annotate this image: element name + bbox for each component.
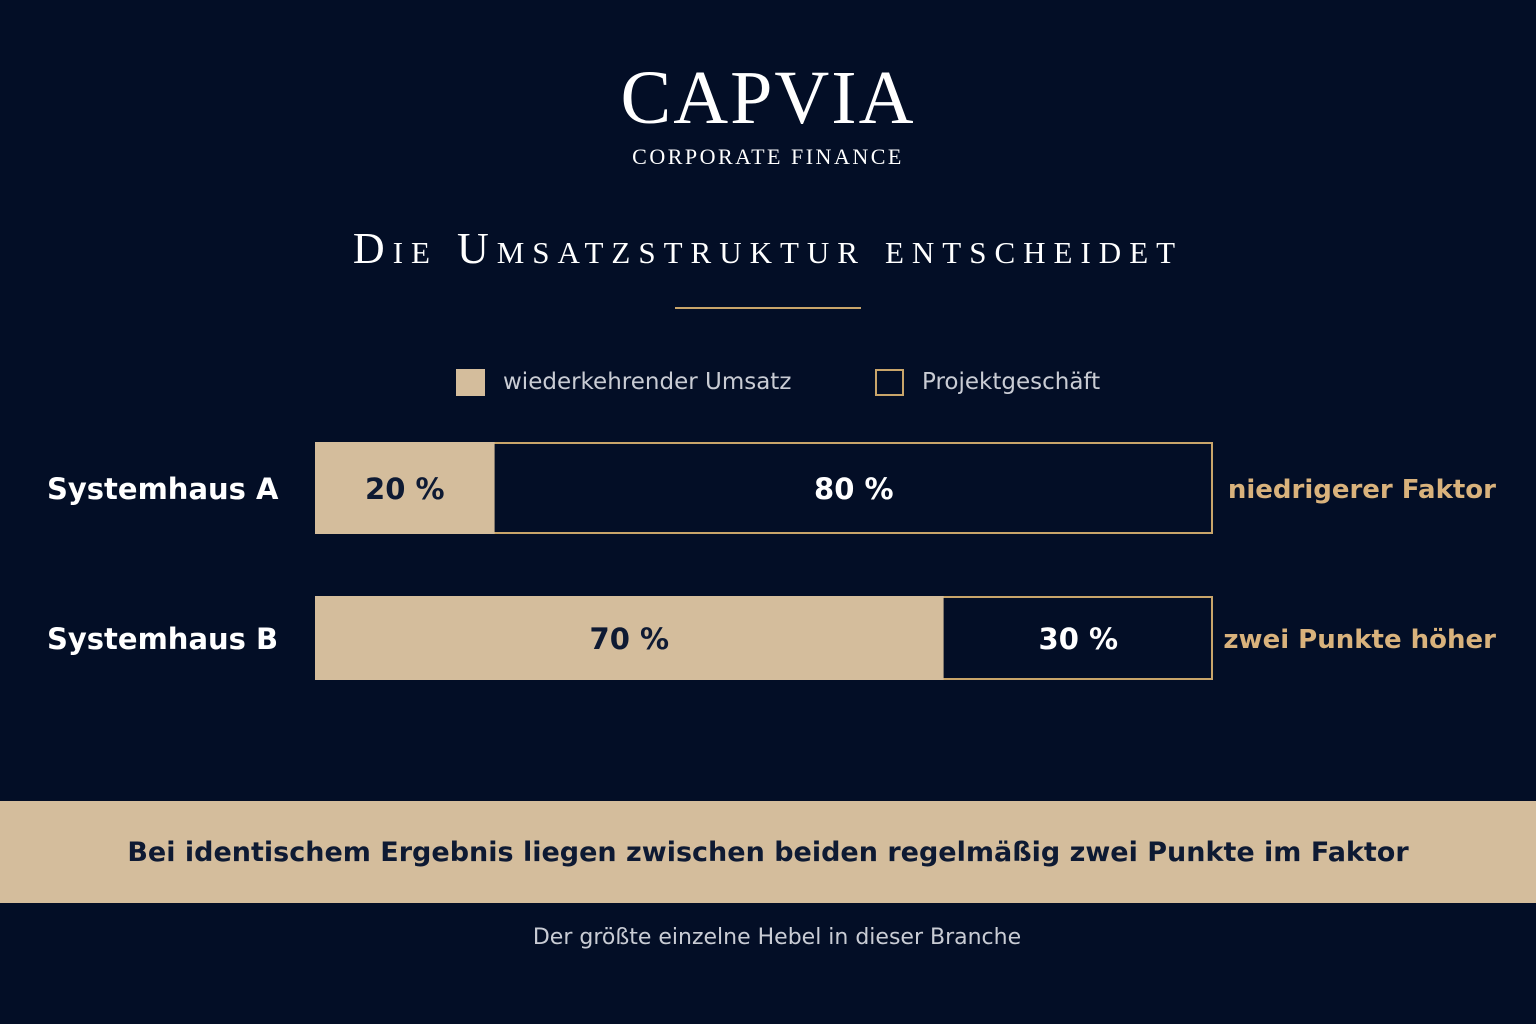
- category-label-b: Systemhaus B: [47, 622, 278, 656]
- category-label-a: Systemhaus A: [47, 472, 279, 506]
- annotation-b: zwei Punkte höher: [1223, 625, 1496, 655]
- title-divider: [675, 307, 861, 309]
- brand-logo: CAPVIA CORPORATE FINANCE: [0, 58, 1536, 170]
- chart-title: Die Umsatzstruktur entscheidet: [352, 224, 1184, 273]
- brand-name: CAPVIA: [620, 56, 916, 140]
- legend-item-project: Projektgeschäft: [875, 366, 1100, 398]
- legend-label-recurring: wiederkehrender Umsatz: [503, 369, 792, 395]
- legend-swatch-recurring: [456, 368, 485, 396]
- footer-band: Bei identischem Ergebnis liegen zwischen…: [0, 801, 1536, 903]
- bar-segment-b-recurring: [315, 596, 944, 680]
- data-label-a-project: 80 %: [814, 472, 894, 506]
- legend-item-recurring: wiederkehrender Umsatz: [456, 366, 791, 398]
- footer-note: Der größte einzelne Hebel in dieser Bran…: [532, 925, 1022, 950]
- bar-segment-a-recurring: [315, 442, 495, 534]
- data-label-b-recurring: 70 %: [590, 622, 670, 656]
- brand-subtitle: CORPORATE FINANCE: [632, 144, 904, 169]
- stacked-bar-chart: Systemhaus A 20 % 80 % niedrigerer Faktor Sy…: [47, 442, 1496, 680]
- annotation-a: niedrigerer Faktor: [1228, 475, 1496, 505]
- footer-statement: Bei identischem Ergebnis liegen zwischen…: [127, 836, 1409, 868]
- data-label-b-project: 30 %: [1039, 622, 1119, 656]
- data-label-a-recurring: 20 %: [365, 472, 445, 506]
- legend-swatch-project: [875, 368, 904, 396]
- legend-label-project: Projektgeschäft: [922, 369, 1101, 395]
